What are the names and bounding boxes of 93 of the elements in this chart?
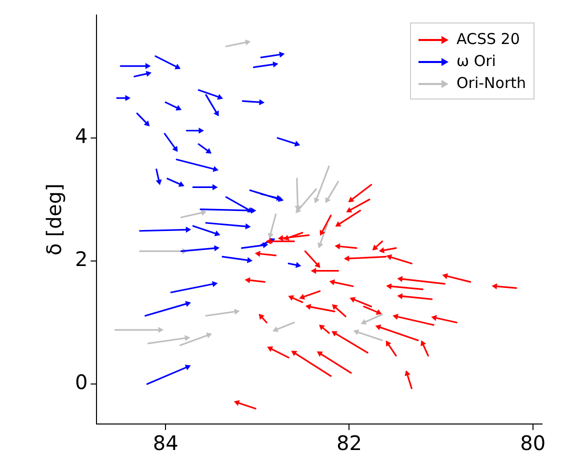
point [206,148,212,154]
y-tick-label: 4 [74,124,88,148]
point [314,262,320,268]
point [318,242,324,248]
x-tick-label: 82 [336,431,362,456]
point [310,268,316,274]
point [325,197,331,204]
point [404,370,410,376]
point [266,238,272,244]
point [246,257,253,264]
point [294,140,300,147]
point [213,110,219,116]
point [392,314,398,320]
point [234,308,240,315]
point [288,295,294,301]
point [212,166,219,172]
point [244,39,251,46]
point [305,304,312,310]
point [431,315,437,321]
point [344,255,350,262]
legend-label: ACSS 20 [456,30,520,48]
point [178,181,184,187]
point [272,326,279,332]
point [254,250,260,257]
point [234,400,240,406]
point [291,350,298,356]
point [262,242,268,248]
point [332,331,338,336]
point [314,197,320,204]
x-tick-label: 80 [520,431,546,456]
point [442,273,448,280]
point [258,314,264,320]
point [125,95,131,102]
point [172,146,178,152]
point [397,293,403,300]
point [146,70,152,77]
legend-label: ω Ori [456,52,496,70]
y-axis-title: δ [deg] [42,184,66,256]
point [156,179,162,186]
point [174,64,181,70]
point [334,243,340,250]
point [320,230,326,236]
point [145,63,151,70]
point [212,184,218,190]
point [295,262,302,268]
point [386,283,392,290]
point [376,309,382,315]
point [375,324,382,330]
point [214,230,220,236]
point [272,61,278,68]
point [299,294,306,300]
point [212,281,218,288]
point [397,276,403,282]
point [217,94,224,100]
point [200,210,207,216]
point [250,208,256,214]
point [198,128,204,134]
point [144,120,150,126]
point [353,329,360,336]
point [158,326,164,333]
point [378,247,385,254]
point [386,340,392,347]
point [372,244,378,250]
point [492,283,498,290]
point [318,324,325,330]
point [279,52,285,58]
point [214,245,220,252]
x-tick-label: 84 [152,431,178,456]
point [420,340,426,346]
point [186,226,192,233]
point [206,332,212,338]
point [316,351,323,357]
point [185,301,191,307]
point [245,223,251,230]
point [184,364,191,370]
legend-label: Ori-North [456,74,526,92]
point [259,99,265,106]
point [283,234,290,241]
point [268,232,274,239]
y-tick-label: 0 [74,370,88,394]
point [267,346,274,352]
y-tick-label: 2 [74,247,88,272]
point [184,335,190,342]
point [350,296,356,303]
point [348,196,354,202]
point [176,104,182,110]
point [329,279,336,286]
point [335,221,342,227]
point [346,207,352,212]
point [386,254,392,260]
point [332,304,338,310]
point [360,319,367,325]
point [244,277,250,284]
